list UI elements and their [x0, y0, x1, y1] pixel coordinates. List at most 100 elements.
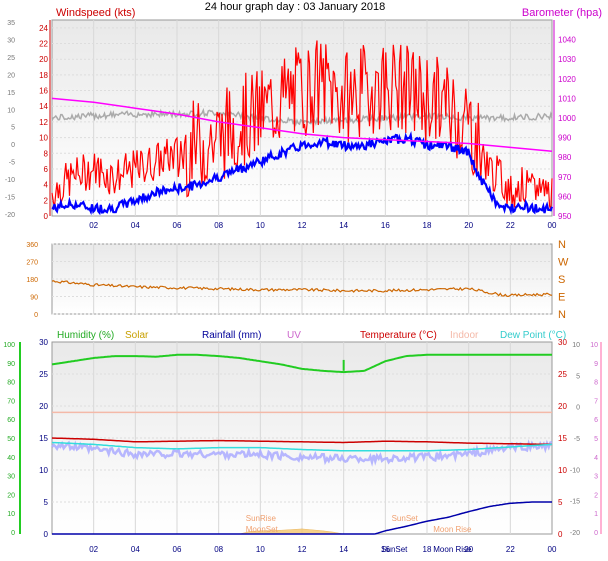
uv-tick-label: 4	[594, 455, 598, 462]
panel3-x-tick-label: 06	[173, 545, 182, 554]
humidity-tick-label: 100	[3, 342, 15, 349]
sun-moon-annotation: SunSet	[381, 545, 408, 554]
barometer-line	[51, 97, 553, 153]
uv-tick-label: 2	[594, 492, 598, 499]
barometer-tick-label: 960	[558, 192, 572, 201]
humidity-tick-label: 70	[7, 398, 15, 405]
panel3-x-tick-label: 12	[298, 545, 307, 554]
barometer-tick-label: 1000	[558, 114, 576, 123]
panel1-x-tick-label: 08	[214, 221, 223, 230]
barometer-tick-label: 950	[558, 212, 572, 221]
panel3-x-tick-label: 22	[506, 545, 515, 554]
windspeed-line	[51, 130, 554, 216]
rainfall-tick-label: 0	[44, 530, 49, 539]
compass-tick-label: N	[558, 309, 566, 321]
uv-tick-label: 3	[594, 474, 598, 481]
uv-tick-label: 9	[594, 361, 598, 368]
humidity-tick-label: 10	[7, 511, 15, 518]
panel1-x-tick-label: 14	[339, 221, 348, 230]
humidity-tick-label: 90	[7, 361, 15, 368]
windspeed-tick-label: 22	[39, 40, 48, 49]
rainfall-tick-label: 30	[39, 338, 48, 347]
dewpoint-band-line	[51, 439, 553, 467]
humidity-tick-label: 0	[11, 530, 15, 537]
temperature-tick-label: 30	[558, 338, 567, 347]
windspeed-tick-label: 12	[39, 118, 48, 127]
panel3-x-tick-label: 20	[464, 545, 473, 554]
windspeed-tick-label: 24	[39, 24, 48, 33]
legend-solar: Solar	[125, 330, 149, 341]
direction-tick-label: 90	[30, 295, 38, 302]
gust-line	[51, 40, 553, 211]
windspeed-tick-label: 8	[44, 149, 49, 158]
outer-temp-tick-label: -15	[5, 195, 15, 202]
uv-tick-label: 7	[594, 398, 598, 405]
outer-temp-tick-label: 5	[11, 125, 15, 132]
wind-direction-line	[51, 280, 553, 298]
panel1-x-tick-label: 12	[298, 221, 307, 230]
sun-moon-annotation: MoonSet	[246, 525, 279, 534]
panel1-x-tick-label: 06	[173, 221, 182, 230]
humidity-line	[51, 353, 552, 374]
outer-temp-tick-label: 20	[7, 72, 15, 79]
barometer-tick-label: 1030	[558, 55, 576, 64]
panel3-x-tick-label: 08	[214, 545, 223, 554]
barometer-tick-label: 990	[558, 134, 572, 143]
outer-temp-tick-label: -10	[5, 177, 15, 184]
windspeed-tick-label: 20	[39, 55, 48, 64]
panel3-x-tick-label: 04	[131, 545, 140, 554]
panel3-x-tick-label: 02	[89, 545, 98, 554]
barometer-tick-label: 1010	[558, 94, 576, 103]
rainfall-tick-label: 15	[39, 434, 48, 443]
outer-temp-tick-label-right: -20	[570, 530, 580, 537]
panel3-x-tick-label: 14	[339, 545, 348, 554]
outer-temp-tick-label: 35	[7, 20, 15, 27]
windspeed-tick-label: 18	[39, 71, 48, 80]
sun-moon-annotation: SunSet	[392, 514, 419, 523]
uv-tick-label: 10	[590, 342, 598, 349]
windspeed-tick-label: 10	[39, 134, 48, 143]
direction-tick-label: 180	[26, 277, 38, 284]
compass-tick-label: W	[558, 257, 569, 269]
outer-temp-tick-label-right: -5	[574, 436, 580, 443]
outer-temp-tick-label: 25	[7, 55, 15, 62]
rainfall-tick-label: 5	[44, 498, 49, 507]
outer-temp-tick-label-right: -10	[570, 467, 580, 474]
rainfall-tick-label: 20	[39, 402, 48, 411]
outer-temp-tick-label-right: -15	[570, 499, 580, 506]
windspeed-tick-label: 16	[39, 87, 48, 96]
outer-temp-tick-label-right: 10	[572, 342, 580, 349]
panel3-x-tick-label: 18	[423, 545, 432, 554]
outer-temp-tick-label: 30	[7, 37, 15, 44]
humidity-tick-label: 30	[7, 474, 15, 481]
windspeed-axis-title: Windspeed (kts)	[56, 7, 135, 19]
sun-moon-annotation: Moon Rise	[433, 545, 472, 554]
direction-tick-label: 360	[26, 242, 38, 249]
legend-indoor: Indoor	[450, 330, 479, 341]
panel1-x-tick-label: 20	[464, 221, 473, 230]
humidity-tick-label: 20	[7, 492, 15, 499]
windspeed-tick-label: 0	[44, 212, 49, 221]
outer-temp-tick-label: 15	[7, 90, 15, 97]
humidity-tick-label: 40	[7, 455, 15, 462]
barometer-tick-label: 1020	[558, 75, 576, 84]
outer-temp-tick-label: 10	[7, 107, 15, 114]
barometer-axis-title: Barometer (hpa)	[522, 7, 602, 19]
uv-tick-label: 8	[594, 380, 598, 387]
uv-tick-label: 0	[594, 530, 598, 537]
dewpoint-line	[51, 441, 553, 452]
rainfall-tick-label: 25	[39, 370, 48, 379]
panel1-x-tick-label: 00	[548, 221, 557, 230]
windspeed-tick-label: 14	[39, 102, 48, 111]
temperature-tick-label: 0	[558, 530, 563, 539]
rainfall-tick-label: 10	[39, 466, 48, 475]
sun-moon-annotation: SunRise	[246, 514, 277, 523]
chart-title: 24 hour graph day : 03 January 2018	[205, 1, 385, 13]
humidity-tick-label: 60	[7, 417, 15, 424]
legend-humidity: Humidity (%)	[57, 330, 114, 341]
compass-tick-label: E	[558, 292, 565, 304]
temperature-tick-label: 25	[558, 370, 567, 379]
outer-temp-tick-label-right: 5	[576, 373, 580, 380]
legend-temperature: Temperature (°C)	[360, 330, 437, 341]
